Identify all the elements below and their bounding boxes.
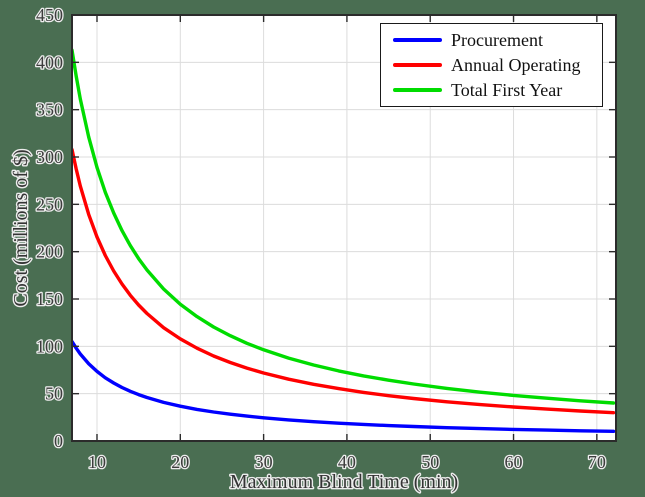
legend-line-swatch: [393, 88, 442, 93]
axes-box: [71, 14, 617, 442]
legend-line-swatch: [393, 62, 442, 67]
x-tick-label: 20: [171, 452, 189, 472]
legend: Procurement Annual Operating Total First Y…: [380, 23, 603, 107]
y-axis-label: Cost (millions of $): [10, 149, 32, 306]
y-tick-label: 0: [54, 431, 63, 451]
legend-label: Annual Operating: [451, 54, 581, 75]
y-tick-label: 450: [36, 5, 63, 25]
legend-label: Total First Year: [451, 80, 563, 101]
x-tick-label: 30: [255, 452, 273, 472]
y-tick-label: 150: [36, 289, 63, 309]
y-tick-label: 400: [36, 52, 63, 72]
gridlines: [72, 15, 616, 441]
x-tick-label: 40: [338, 452, 356, 472]
curve-procurement: [72, 339, 616, 433]
tick-marks: [72, 14, 616, 442]
legend-item-annual-operating: Annual Operating: [393, 53, 598, 77]
x-tick-label: 70: [588, 452, 606, 472]
x-axis-label: Maximum Blind Time (min): [230, 471, 458, 493]
curve-total-first-year: [72, 48, 616, 405]
legend-item-procurement: Procurement: [393, 28, 598, 52]
legend-item-total-first-year: Total First Year: [393, 78, 598, 102]
x-tick-label: 60: [505, 452, 523, 472]
y-tick-label: 200: [36, 242, 63, 262]
tick-labels: 10 20 30 40 50 60 70 0 50 100 150 200 250 300 350 400 45…: [35, 4, 607, 474]
curve-annual-operating: [72, 147, 616, 415]
y-tick-label: 100: [36, 336, 63, 356]
y-tick-label: 300: [36, 147, 63, 167]
x-tick-label: 50: [421, 452, 439, 472]
y-tick-label: 50: [45, 384, 63, 404]
legend-line-swatch: [393, 37, 442, 42]
y-tick-label: 350: [36, 100, 63, 120]
data-series: [72, 48, 616, 433]
legend-label: Procurement: [451, 29, 543, 50]
y-tick-label: 250: [36, 194, 63, 214]
x-tick-label: 10: [88, 452, 106, 472]
